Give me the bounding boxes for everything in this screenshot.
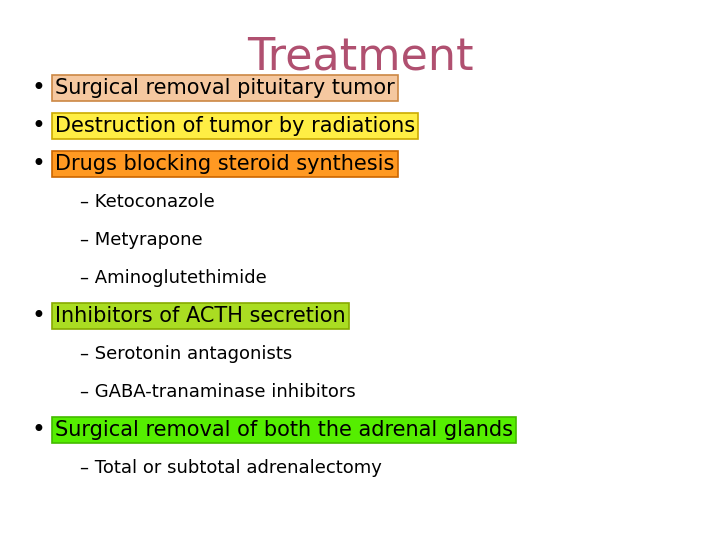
Text: – Serotonin antagonists: – Serotonin antagonists — [80, 345, 292, 363]
Text: Surgical removal pituitary tumor: Surgical removal pituitary tumor — [55, 78, 395, 98]
Text: •: • — [31, 152, 45, 176]
Text: •: • — [31, 304, 45, 328]
Text: Inhibitors of ACTH secretion: Inhibitors of ACTH secretion — [55, 306, 346, 326]
Text: •: • — [31, 114, 45, 138]
Text: Drugs blocking steroid synthesis: Drugs blocking steroid synthesis — [55, 154, 395, 174]
Text: Destruction of tumor by radiations: Destruction of tumor by radiations — [55, 116, 415, 136]
Text: •: • — [31, 76, 45, 100]
Text: •: • — [31, 418, 45, 442]
Text: – Ketoconazole: – Ketoconazole — [80, 193, 215, 211]
Text: Surgical removal of both the adrenal glands: Surgical removal of both the adrenal gla… — [55, 420, 513, 440]
Text: – Metyrapone: – Metyrapone — [80, 231, 202, 249]
Text: – Total or subtotal adrenalectomy: – Total or subtotal adrenalectomy — [80, 459, 382, 477]
Text: – GABA-tranaminase inhibitors: – GABA-tranaminase inhibitors — [80, 383, 356, 401]
Text: – Aminoglutethimide: – Aminoglutethimide — [80, 269, 266, 287]
Text: Treatment: Treatment — [247, 35, 473, 78]
